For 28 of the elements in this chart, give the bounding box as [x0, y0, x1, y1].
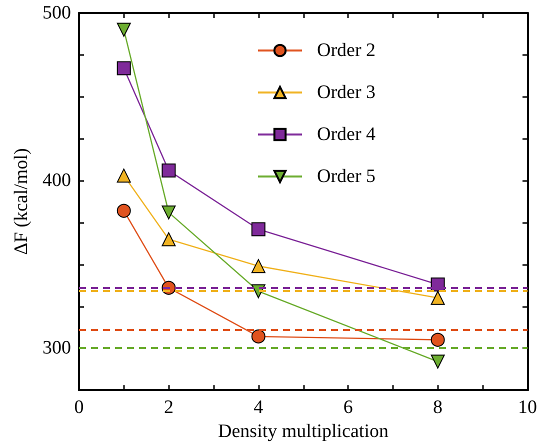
- point: [251, 259, 266, 274]
- point: [251, 329, 266, 344]
- x-tick-label: 6: [343, 397, 353, 418]
- point: [430, 354, 445, 369]
- point: [116, 61, 131, 76]
- y-tick-label: 300: [42, 338, 71, 359]
- legend-label: Order 2: [317, 40, 376, 61]
- x-axis-title: Density multiplication: [218, 421, 389, 442]
- point: [430, 332, 445, 347]
- x-tick-label: 2: [164, 397, 174, 418]
- y-axis-title: ΔF (kcal/mol): [11, 148, 32, 255]
- x-tick-label: 8: [433, 397, 443, 418]
- x-tick-label: 4: [254, 397, 264, 418]
- point: [162, 205, 176, 220]
- point: [116, 168, 131, 183]
- legend-label: Order 3: [317, 82, 376, 103]
- point: [162, 232, 176, 246]
- point: [251, 222, 266, 236]
- point: [430, 290, 445, 305]
- legend-label: Order 5: [317, 166, 376, 187]
- x-tick-label: 10: [518, 397, 537, 418]
- point: [162, 164, 176, 178]
- x-tick-label: 0: [74, 397, 84, 418]
- y-tick-label: 500: [42, 2, 71, 24]
- legend-label: Order 4: [317, 124, 376, 145]
- point: [116, 204, 131, 218]
- point: [116, 22, 131, 37]
- y-tick-label: 400: [42, 170, 71, 192]
